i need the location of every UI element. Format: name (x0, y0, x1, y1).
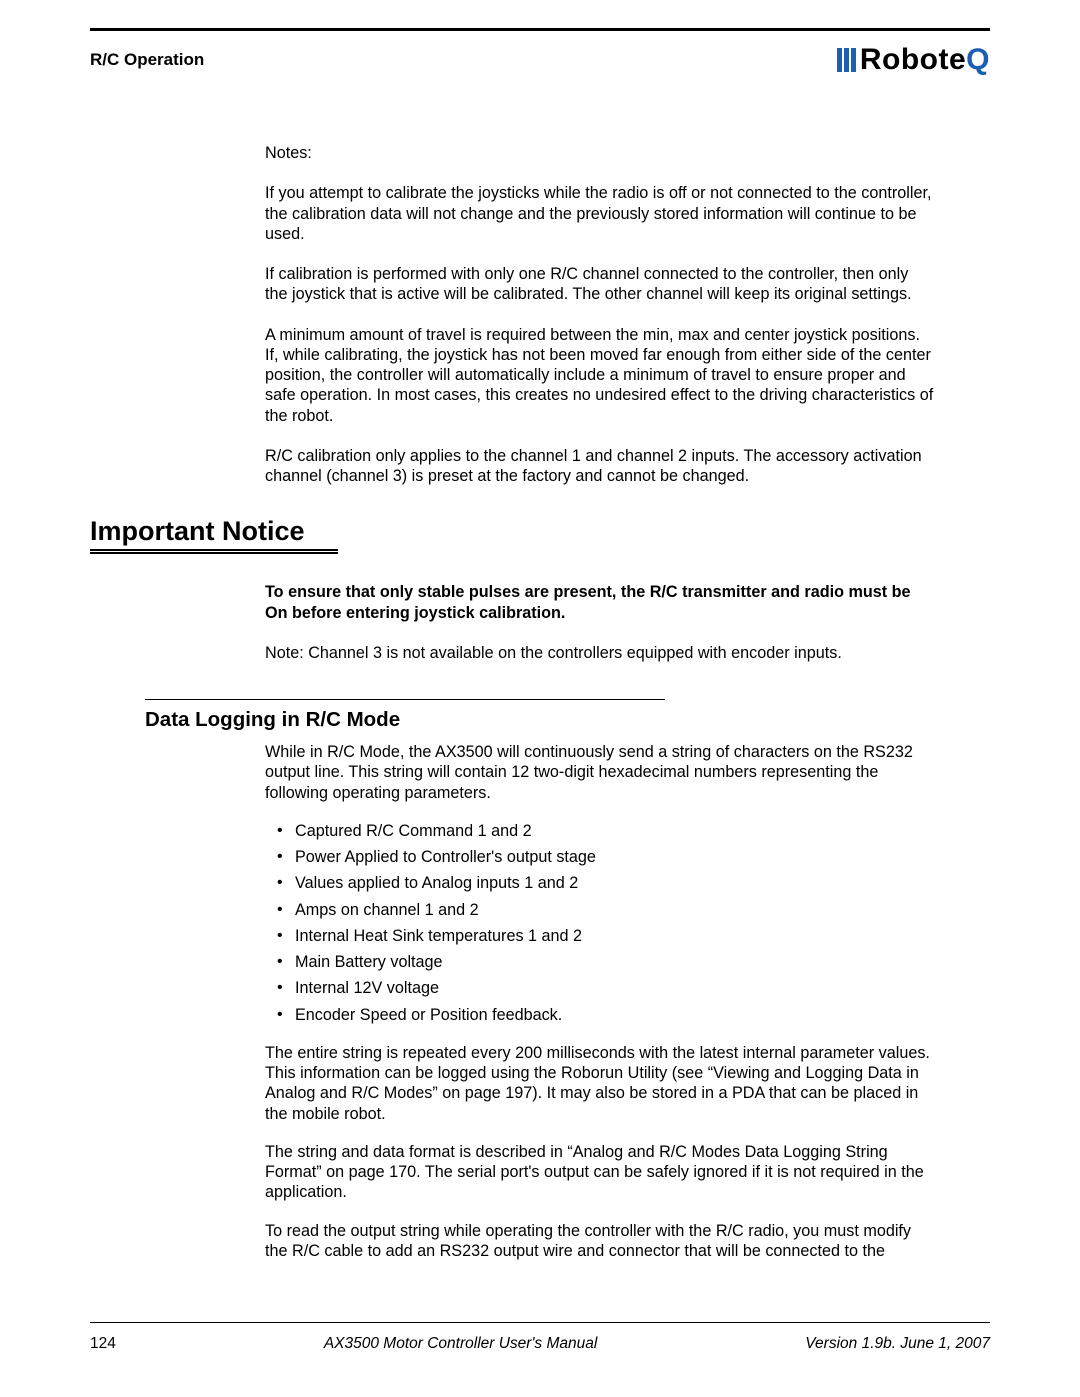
notice-body: To ensure that only stable pulses are pr… (265, 582, 935, 663)
body-paragraph: The entire string is repeated every 200 … (265, 1043, 935, 1124)
page-number: 124 (90, 1335, 116, 1353)
list-item: Internal 12V voltage (265, 978, 935, 998)
version-label: Version 1.9b. June 1, 2007 (805, 1335, 990, 1353)
list-item: Amps on channel 1 and 2 (265, 900, 935, 920)
important-notice-heading: Important Notice (90, 516, 338, 554)
section-label: R/C Operation (90, 50, 204, 70)
logo-text: RoboteQ (860, 43, 990, 77)
footer-rule (90, 1322, 990, 1323)
list-item: Power Applied to Controller's output sta… (265, 847, 935, 867)
body-paragraph: If calibration is performed with only on… (265, 264, 935, 305)
manual-title: AX3500 Motor Controller User's Manual (324, 1335, 597, 1353)
data-logging-section: Data Logging in R/C Mode While in R/C Mo… (90, 699, 990, 1261)
subsection-rule (145, 699, 665, 700)
list-item: Values applied to Analog inputs 1 and 2 (265, 873, 935, 893)
notes-block: Notes: If you attempt to calibrate the j… (265, 143, 935, 486)
page-footer: 124 AX3500 Motor Controller User's Manua… (90, 1322, 990, 1353)
bullet-list: Captured R/C Command 1 and 2 Power Appli… (265, 821, 935, 1025)
body-paragraph: The string and data format is described … (265, 1142, 935, 1203)
list-item: Internal Heat Sink temperatures 1 and 2 (265, 926, 935, 946)
body-paragraph: A minimum amount of travel is required b… (265, 325, 935, 426)
notes-label: Notes: (265, 143, 935, 163)
list-item: Encoder Speed or Position feedback. (265, 1005, 935, 1025)
content-area: Notes: If you attempt to calibrate the j… (90, 143, 990, 1261)
notice-bold-text: To ensure that only stable pulses are pr… (265, 582, 935, 623)
subsection-heading: Data Logging in R/C Mode (145, 708, 990, 732)
page: R/C Operation RoboteQ Notes: If you atte… (0, 0, 1080, 1397)
logo-text-main: Robote (860, 43, 966, 76)
subsection-intro: While in R/C Mode, the AX3500 will conti… (265, 742, 935, 803)
body-paragraph: R/C calibration only applies to the chan… (265, 446, 935, 487)
body-paragraph: If you attempt to calibrate the joystick… (265, 183, 935, 244)
top-rule (90, 28, 990, 31)
notice-note-text: Note: Channel 3 is not available on the … (265, 643, 935, 663)
body-paragraph: To read the output string while operatin… (265, 1221, 935, 1262)
list-item: Main Battery voltage (265, 952, 935, 972)
page-header: R/C Operation RoboteQ (90, 41, 990, 79)
logo-text-q: Q (966, 43, 990, 76)
logo-bars-icon (837, 48, 858, 72)
brand-logo: RoboteQ (837, 43, 990, 77)
footer-row: 124 AX3500 Motor Controller User's Manua… (90, 1335, 990, 1353)
important-notice-section: Important Notice To ensure that only sta… (90, 516, 990, 663)
list-item: Captured R/C Command 1 and 2 (265, 821, 935, 841)
subsection-body: While in R/C Mode, the AX3500 will conti… (265, 742, 935, 1261)
